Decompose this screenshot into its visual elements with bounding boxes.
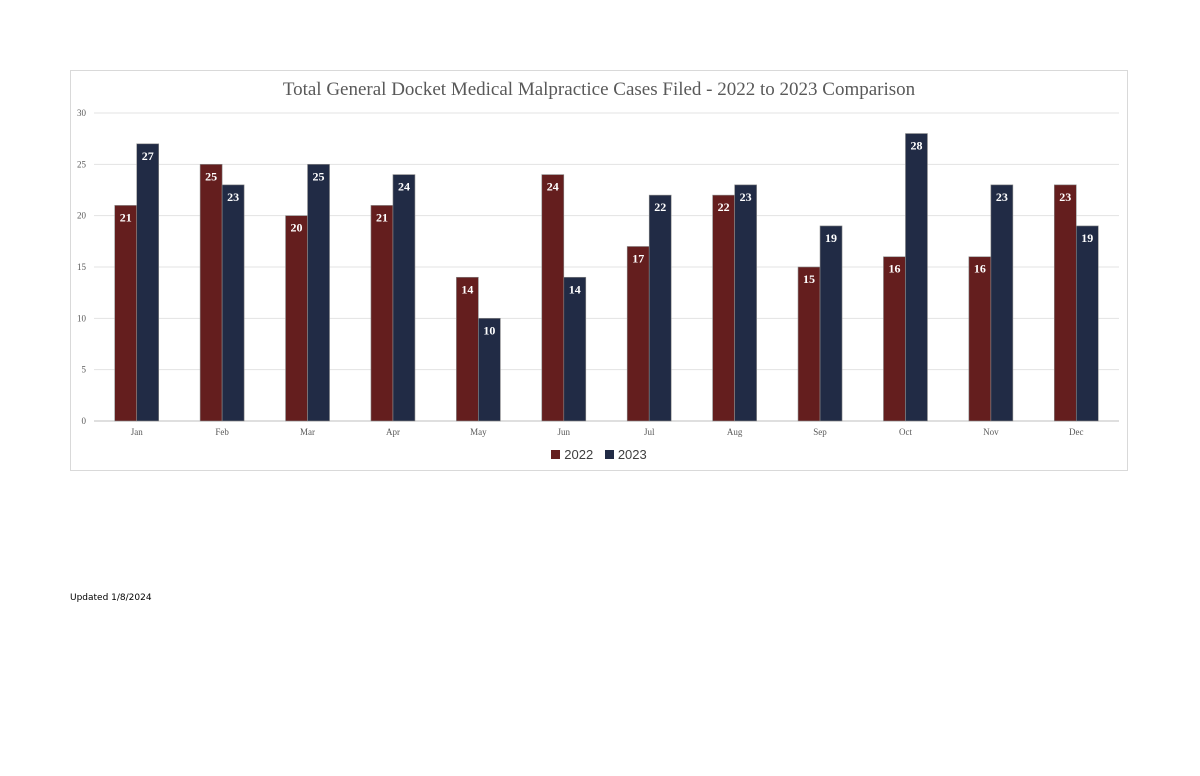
data-label: 23 bbox=[1059, 190, 1071, 204]
data-label: 25 bbox=[205, 169, 217, 183]
bar-2023-Sep bbox=[819, 225, 843, 422]
data-label: 24 bbox=[398, 180, 410, 194]
data-label: 19 bbox=[1081, 231, 1093, 245]
bar-2022-May bbox=[456, 276, 479, 422]
bar-2022-Jul bbox=[626, 246, 650, 422]
bar-2022-Sep bbox=[797, 266, 821, 422]
bar-2023-May bbox=[478, 318, 501, 422]
data-label: 20 bbox=[291, 221, 303, 235]
updated-note: Updated 1/8/2024 bbox=[70, 593, 152, 603]
x-tick-label: Oct bbox=[899, 427, 912, 437]
legend-item-2023: 2023 bbox=[604, 447, 647, 462]
bar-2023-Jun bbox=[563, 276, 587, 422]
y-tick-label: 5 bbox=[82, 365, 87, 375]
bar-2022-Jun bbox=[541, 174, 565, 422]
bar-2022-Feb bbox=[199, 164, 223, 422]
x-tick-label: Feb bbox=[215, 427, 229, 437]
legend-swatch-2022 bbox=[551, 450, 561, 459]
data-label: 15 bbox=[803, 272, 815, 286]
x-tick-label: Aug bbox=[727, 427, 743, 437]
x-tick-label: Apr bbox=[386, 427, 400, 437]
chart-title: Total General Docket Medical Malpractice… bbox=[282, 79, 916, 100]
data-label: 16 bbox=[974, 262, 986, 276]
bar-2023-Jul bbox=[648, 194, 672, 422]
data-label: 19 bbox=[825, 231, 837, 245]
bar-chart-plot: 0 5 10 15 20 25 30 21 27 Jan 25 23 Feb 20 25 Mar 21 24 Apr… bbox=[77, 108, 1119, 437]
data-label: 28 bbox=[910, 139, 922, 153]
x-tick-label: Jul bbox=[644, 427, 655, 437]
bar-2022-Dec bbox=[1053, 184, 1077, 422]
y-tick-label: 15 bbox=[77, 262, 87, 272]
data-label: 21 bbox=[120, 210, 132, 224]
y-tick-label: 25 bbox=[77, 159, 87, 169]
data-label: 22 bbox=[654, 200, 666, 214]
data-label: 21 bbox=[376, 210, 388, 224]
bar-2023-Jan bbox=[136, 143, 160, 422]
bar-2023-Apr bbox=[392, 174, 416, 422]
bar-2022-Mar bbox=[285, 215, 308, 422]
bar-2023-Feb bbox=[221, 184, 245, 422]
data-label: 23 bbox=[227, 190, 239, 204]
x-tick-label: Mar bbox=[300, 427, 315, 437]
legend-item-2022: 2022 bbox=[551, 447, 593, 462]
data-label: 23 bbox=[740, 190, 752, 204]
legend-label-2023: 2023 bbox=[617, 447, 647, 462]
chart-container: Total General Docket Medical Malpractice… bbox=[70, 70, 1128, 471]
data-label: 10 bbox=[483, 323, 495, 337]
data-label: 24 bbox=[547, 180, 559, 194]
x-tick-label: Nov bbox=[983, 427, 999, 437]
data-label: 22 bbox=[718, 200, 730, 214]
bar-2022-Oct bbox=[883, 256, 906, 422]
bar-2023-Oct bbox=[905, 133, 928, 422]
data-label: 25 bbox=[313, 169, 325, 183]
bar-2023-Mar bbox=[307, 164, 330, 422]
data-label: 16 bbox=[888, 262, 900, 276]
x-tick-label: May bbox=[470, 427, 487, 437]
data-label: 23 bbox=[996, 190, 1008, 204]
bar-2023-Aug bbox=[734, 184, 757, 422]
y-tick-label: 0 bbox=[82, 416, 87, 426]
y-tick-label: 30 bbox=[77, 108, 87, 118]
bar-2022-Aug bbox=[712, 194, 735, 422]
y-tick-label: 20 bbox=[77, 211, 87, 221]
data-label: 27 bbox=[142, 149, 154, 163]
data-label: 14 bbox=[461, 282, 473, 296]
bar-2023-Nov bbox=[990, 184, 1014, 422]
data-label: 14 bbox=[569, 282, 581, 296]
chart-legend: 2022 2023 bbox=[71, 447, 1127, 462]
x-tick-label: Dec bbox=[1069, 427, 1084, 437]
y-tick-label: 10 bbox=[77, 313, 87, 323]
bar-2023-Dec bbox=[1075, 225, 1099, 422]
data-label: 17 bbox=[632, 251, 644, 265]
legend-label-2022: 2022 bbox=[564, 447, 594, 462]
bar-2022-Apr bbox=[370, 205, 394, 422]
x-tick-label: Jan bbox=[131, 427, 143, 437]
bar-2022-Jan bbox=[114, 205, 138, 422]
legend-swatch-2023 bbox=[604, 450, 614, 459]
bar-2022-Nov bbox=[968, 256, 992, 422]
x-tick-label: Jun bbox=[558, 427, 571, 437]
x-tick-label: Sep bbox=[813, 427, 827, 437]
